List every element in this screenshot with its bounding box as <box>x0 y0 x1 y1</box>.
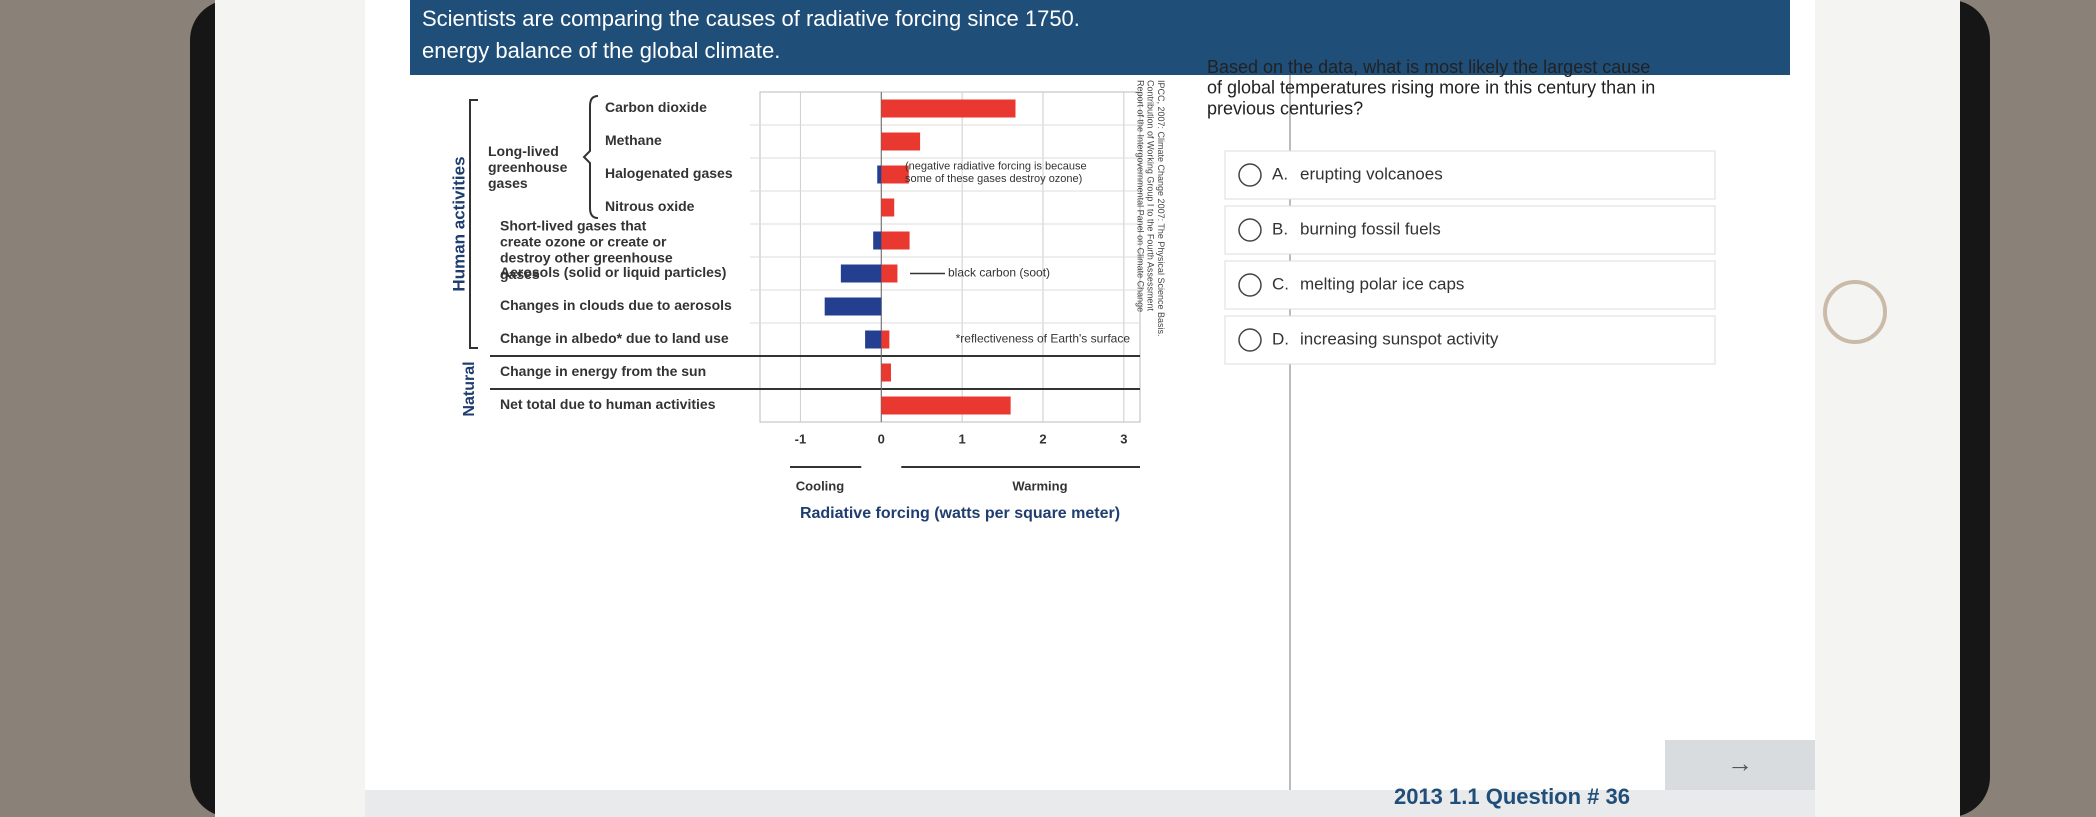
category-label: Halogenated gases <box>605 165 733 181</box>
bar <box>881 165 909 184</box>
category-label: Change in energy from the sun <box>500 363 706 379</box>
bar <box>881 132 921 151</box>
group-label: Human activities <box>449 156 468 291</box>
category-label: Aerosols (solid or liquid particles) <box>500 264 726 280</box>
group-label: Natural <box>461 361 478 416</box>
x-tick-label: -1 <box>795 431 807 446</box>
annotation: black carbon (soot) <box>948 266 1050 280</box>
bar <box>840 264 882 283</box>
bar <box>881 330 890 349</box>
x-tick-label: 2 <box>1039 431 1046 446</box>
option-text[interactable]: burning fossil fuels <box>1300 219 1441 238</box>
radio-button[interactable] <box>1238 163 1262 187</box>
bracket <box>469 99 478 349</box>
bar <box>824 297 882 316</box>
footer-bar <box>365 790 1815 817</box>
category-label: Methane <box>605 132 662 148</box>
option-box[interactable] <box>1224 205 1716 255</box>
bar <box>865 330 882 349</box>
option-letter: C. <box>1272 274 1289 293</box>
bar <box>881 99 1016 118</box>
direction-label: Warming <box>1012 478 1067 493</box>
x-tick-label: 1 <box>959 431 966 446</box>
option-letter: D. <box>1272 329 1289 348</box>
annotation: *reflectiveness of Earth's surface <box>956 332 1131 346</box>
category-label: Nitrous oxide <box>605 198 695 214</box>
source-credit: IPCC, 2007: Climate Change 2007: The Phy… <box>1135 80 1166 336</box>
home-button[interactable] <box>1823 280 1887 344</box>
category-label: Net total due to human activities <box>500 396 716 412</box>
option-box[interactable] <box>1224 315 1716 365</box>
bar <box>881 363 891 382</box>
option-text[interactable]: erupting volcanoes <box>1300 164 1443 183</box>
footer-label: 2013 1.1 Question # 36 <box>1394 784 1630 809</box>
next-arrow[interactable]: → <box>1727 748 1753 778</box>
x-tick-label: 0 <box>878 431 885 446</box>
header-line: energy balance of the global climate. <box>422 38 780 63</box>
option-box[interactable] <box>1224 260 1716 310</box>
bar <box>881 198 895 217</box>
category-label: Changes in clouds due to aerosols <box>500 297 732 313</box>
annotation: (negative radiative forcing is because so… <box>905 160 1087 185</box>
header-line: Scientists are comparing the causes of r… <box>422 6 1080 31</box>
direction-label: Cooling <box>796 478 844 493</box>
bar <box>881 231 910 250</box>
category-label: Short-lived gases that create ozone or cr… <box>500 217 673 281</box>
bar <box>881 264 898 283</box>
bar <box>881 396 1011 415</box>
group-label: Long-lived greenhouse gases <box>488 143 568 191</box>
question-text: Based on the data, what is most likely t… <box>1207 57 1655 118</box>
option-letter: A. <box>1272 164 1288 183</box>
option-letter: B. <box>1272 219 1288 238</box>
radio-button[interactable] <box>1238 218 1262 242</box>
category-label: Change in albedo* due to land use <box>500 330 729 346</box>
option-box[interactable] <box>1224 150 1716 200</box>
category-label: Carbon dioxide <box>605 99 707 115</box>
radio-button[interactable] <box>1238 273 1262 297</box>
option-text[interactable]: melting polar ice caps <box>1300 274 1464 293</box>
bar <box>877 165 882 184</box>
bar <box>873 231 882 250</box>
next-button[interactable] <box>1665 740 1815 790</box>
x-axis-title: Radiative forcing (watts per square mete… <box>800 505 1120 522</box>
x-tick-label: 3 <box>1120 431 1127 446</box>
header-bar <box>410 0 1790 75</box>
brace <box>582 95 599 219</box>
radio-button[interactable] <box>1238 328 1262 352</box>
option-text[interactable]: increasing sunspot activity <box>1300 329 1499 348</box>
